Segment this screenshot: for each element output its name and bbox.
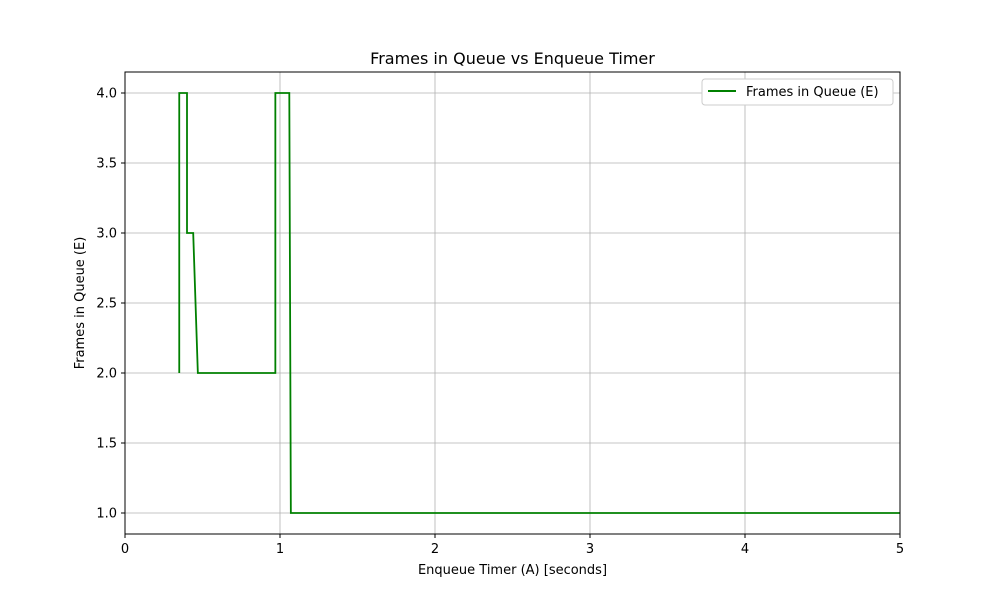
y-tick-label: 2.5 (96, 297, 117, 312)
chart-title: Frames in Queue vs Enqueue Timer (370, 49, 655, 68)
legend-label-frames-in-queue: Frames in Queue (E) (746, 85, 879, 100)
y-tick-label: 2.0 (96, 367, 117, 382)
y-tick-label: 3.0 (96, 227, 117, 242)
series-layer (178, 92, 900, 514)
x-tick-label: 4 (741, 542, 749, 557)
x-tick-label: 1 (276, 542, 284, 557)
legend: Frames in Queue (E) (701, 78, 894, 106)
y-tick-label: 4.0 (96, 87, 117, 102)
y-tick-label: 3.5 (96, 157, 117, 172)
y-tick-label: 1.5 (96, 437, 117, 452)
y-axis-label: Frames in Queue (E) (73, 237, 88, 370)
ticks: 0 1 2 3 4 5 1.0 1.5 2.0 2.5 3.0 3.5 4.0 (96, 87, 904, 558)
x-tick-label: 5 (896, 542, 904, 557)
x-tick-label: 3 (586, 542, 594, 557)
x-axis-label: Enqueue Timer (A) [seconds] (418, 563, 607, 578)
y-tick-label: 1.0 (96, 507, 117, 522)
series-line-frames-in-queue (178, 92, 900, 514)
x-tick-label: 0 (121, 542, 129, 557)
x-tick-label: 2 (431, 542, 439, 557)
legend-box (701, 78, 894, 106)
